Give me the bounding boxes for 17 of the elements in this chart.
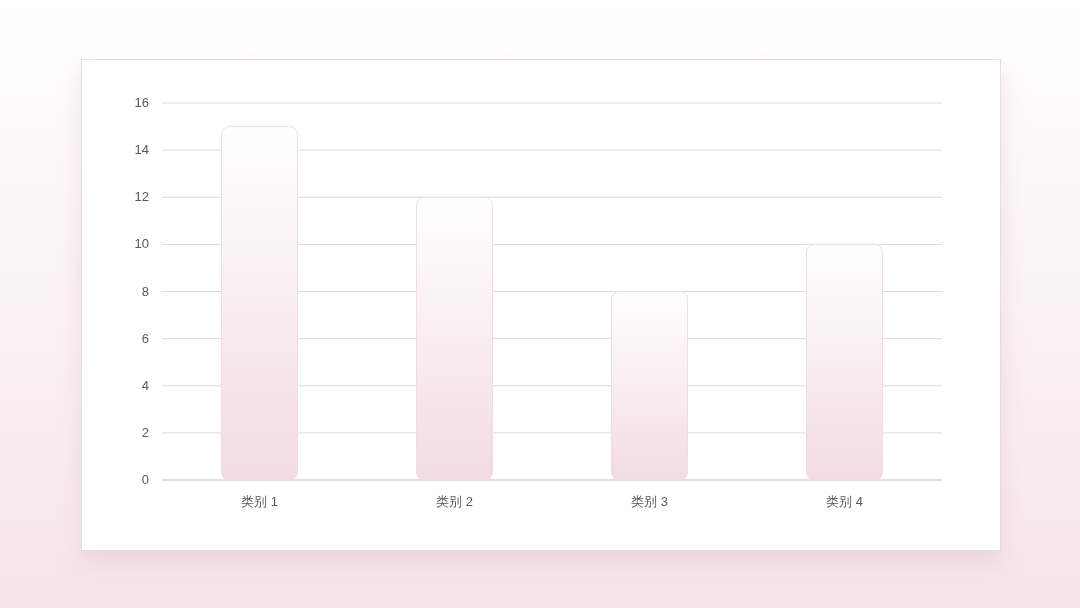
- bar: [806, 243, 883, 481]
- x-tick-label: 类别 1: [241, 494, 278, 509]
- y-tick-label: 8: [141, 283, 149, 299]
- y-tick-label: 10: [134, 236, 149, 252]
- x-tick-label: 类别 4: [826, 494, 863, 509]
- y-tick-label: 0: [141, 472, 149, 487]
- y-tick-label: 2: [141, 424, 149, 440]
- y-tick-label: 12: [134, 189, 149, 205]
- y-tick-label: 4: [141, 377, 149, 393]
- x-tick-label: 类别 3: [631, 494, 668, 509]
- y-tick-label: 6: [141, 330, 149, 346]
- y-tick-label: 14: [134, 142, 149, 158]
- bar: [611, 291, 688, 481]
- bar: [416, 196, 493, 481]
- y-tick-label: 16: [134, 95, 149, 110]
- x-tick-label: 类别 2: [436, 494, 473, 509]
- bar: [221, 126, 298, 481]
